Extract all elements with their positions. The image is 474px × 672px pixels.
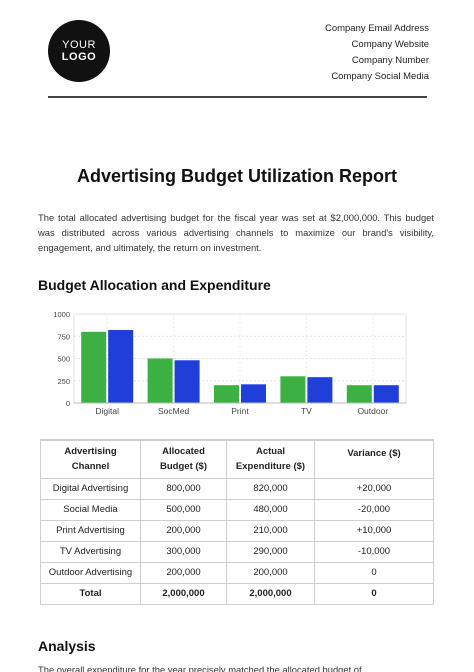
budget-bar-chart: 0 250 500 750 1000 Digital SocMed Print TV Outdoo… [38, 305, 412, 420]
cell-allocated: 300,000 [140, 540, 227, 563]
bar-outdoor-series1 [346, 385, 372, 403]
table-row: Social Media 500,000 480,000 -20,000 [40, 498, 434, 521]
x-tick-label: Digital [95, 406, 119, 416]
chart-svg: 0 250 500 750 1000 Digital SocMed Print TV Outdoo… [53, 310, 407, 416]
cell-variance: -10,000 [314, 540, 434, 563]
company-logo: YOUR LOGO [48, 20, 110, 82]
bar-digital-series1 [81, 331, 107, 403]
budget-section-heading: Budget Allocation and Expenditure [38, 277, 271, 293]
company-social: Company Social Media [331, 71, 429, 82]
header-variance: Variance ($) [314, 439, 434, 479]
table-row: Digital Advertising 800,000 820,000 +20,000 [40, 477, 434, 500]
y-tick-label: 500 [57, 355, 70, 364]
cell-allocated: 800,000 [140, 477, 227, 500]
cell-variance: +20,000 [314, 477, 434, 500]
cell-allocated: 200,000 [140, 519, 227, 542]
table-header-row: Advertising Channel Allocated Budget ($) A… [40, 439, 434, 479]
cell-actual: 290,000 [226, 540, 315, 563]
y-tick-label: 250 [57, 377, 70, 386]
header-channel: Advertising Channel [40, 439, 141, 479]
cell-actual: 820,000 [226, 477, 315, 500]
table-row: TV Advertising 300,000 290,000 -10,000 [40, 540, 434, 563]
cell-allocated: 500,000 [140, 498, 227, 521]
y-tick-label: 1000 [53, 310, 70, 319]
x-tick-label: SocMed [158, 406, 189, 416]
y-tick-label: 750 [57, 332, 70, 341]
analysis-paragraph: The overall expenditure for the year pre… [38, 664, 362, 672]
bar-socmed-series2 [174, 360, 200, 403]
x-tick-label: Print [231, 406, 249, 416]
bar-tv-series1 [280, 376, 306, 403]
company-email: Company Email Address [324, 23, 429, 34]
company-contact-block: Company Email Address Company Website Co… [325, 21, 429, 85]
bar-digital-series2 [108, 330, 134, 403]
cell-allocated: 200,000 [140, 561, 227, 584]
cell-actual: 210,000 [226, 519, 315, 542]
x-tick-label: Outdoor [357, 406, 388, 416]
bar-tv-series2 [307, 377, 333, 403]
report-title: Advertising Budget Utilization Report [76, 166, 397, 186]
header-divider [48, 96, 427, 98]
cell-actual: 200,000 [226, 561, 315, 584]
cell-channel: Digital Advertising [40, 477, 141, 500]
total-cell-channel: Total [40, 582, 141, 605]
total-cell-variance: 0 [314, 582, 434, 605]
y-tick-label: 0 [66, 399, 70, 408]
bar-print-series1 [214, 385, 239, 403]
header-allocated: Allocated Budget ($) [140, 439, 227, 479]
intro-paragraph: The total allocated advertising budget f… [38, 212, 434, 253]
bar-socmed-series1 [147, 358, 173, 403]
cell-variance: 0 [314, 561, 434, 584]
cell-channel: Print Advertising [40, 519, 141, 542]
cell-channel: TV Advertising [40, 540, 141, 563]
logo-text-line2: LOGO [61, 51, 97, 63]
company-number: Company Number [351, 55, 429, 66]
analysis-section-heading: Analysis [38, 638, 96, 654]
bar-outdoor-series2 [373, 385, 399, 403]
table-row: Outdoor Advertising 200,000 200,000 0 [40, 561, 434, 584]
header-actual: Actual Expenditure ($) [226, 439, 315, 479]
total-cell-allocated: 2,000,000 [140, 582, 227, 605]
cell-channel: Outdoor Advertising [40, 561, 141, 584]
total-cell-actual: 2,000,000 [226, 582, 315, 605]
cell-variance: -20,000 [314, 498, 434, 521]
logo-text-line1: YOUR [62, 39, 96, 51]
cell-actual: 480,000 [226, 498, 315, 521]
table-total-row: Total 2,000,000 2,000,000 0 [40, 582, 434, 605]
cell-variance: +10,000 [314, 519, 434, 542]
x-tick-label: TV [301, 406, 312, 416]
budget-table: Advertising Channel Allocated Budget ($) A… [40, 439, 434, 605]
cell-channel: Social Media [40, 498, 141, 521]
company-website: Company Website [351, 39, 429, 50]
bar-print-series2 [241, 384, 266, 403]
table-row: Print Advertising 200,000 210,000 +10,000 [40, 519, 434, 542]
